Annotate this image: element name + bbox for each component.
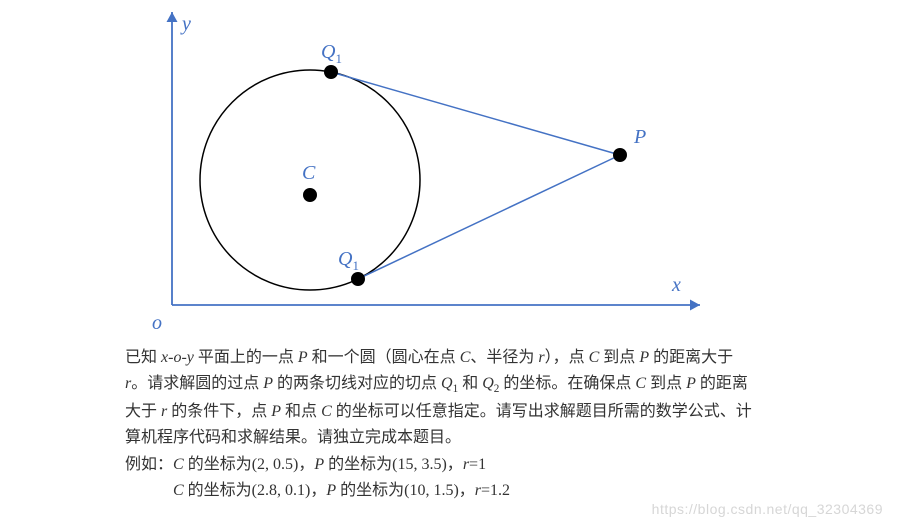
problem-text: 已知 x-o-y 平面上的一点 P 和一个圆（圆心在点 C、半径为 r），点 C… <box>125 345 825 505</box>
watermark: https://blog.csdn.net/qq_32304369 <box>652 501 883 517</box>
problem-line-3: 大于 r 的条件下，点 P 和点 C 的坐标可以任意指定。请写出求解题目所需的数… <box>125 399 825 425</box>
example-line-1: 例如：C 的坐标为(2, 0.5)，P 的坐标为(15, 3.5)，r=1 <box>125 452 825 478</box>
diagram-svg: Q1 Q1 P Cx y o <box>0 0 901 340</box>
problem-line-2: r。请求解圆的过点 P 的两条切线对应的切点 Q1 和 Q2 的坐标。在确保点 … <box>125 371 825 399</box>
svg-text:Q1: Q1 <box>321 41 342 66</box>
geometry-diagram: Q1 Q1 P Cx y o <box>0 0 901 340</box>
svg-text:y: y <box>180 13 191 35</box>
svg-text:C: C <box>302 162 316 184</box>
svg-text:x: x <box>671 274 681 296</box>
problem-line-1: 已知 x-o-y 平面上的一点 P 和一个圆（圆心在点 C、半径为 r），点 C… <box>125 345 825 371</box>
problem-line-4: 算机程序代码和求解结果。请独立完成本题目。 <box>125 425 825 451</box>
svg-text:P: P <box>633 126 646 148</box>
svg-text:o: o <box>152 312 162 334</box>
svg-text:Q1: Q1 <box>338 248 359 273</box>
